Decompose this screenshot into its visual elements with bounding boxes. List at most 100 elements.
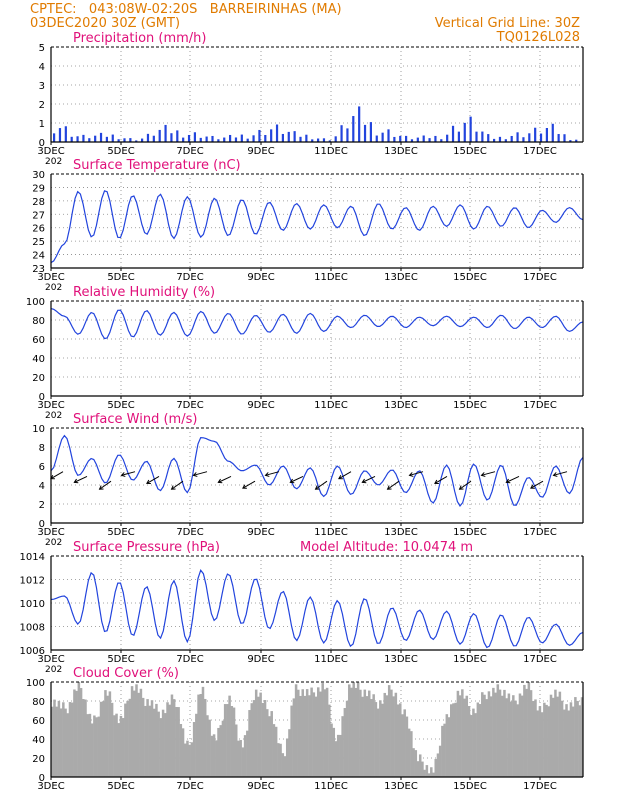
x-tick-label: 13DEC — [384, 272, 418, 283]
temp-line — [50, 190, 584, 264]
cloud-bar — [126, 700, 129, 777]
precip-bar — [199, 137, 202, 142]
precip-bar — [187, 134, 191, 142]
wind-arrow — [121, 471, 136, 476]
cloud-bar — [210, 735, 214, 777]
wind-arrow — [409, 471, 424, 476]
cloud-bar — [474, 713, 477, 777]
cloud-bar — [228, 695, 231, 777]
x-tick-label: 13DEC — [384, 527, 418, 538]
x-under-label: 202 — [45, 283, 62, 293]
precip-bar — [94, 135, 97, 142]
cloud-bar — [128, 698, 132, 777]
pressure-line — [50, 568, 584, 649]
cloud-bar — [308, 695, 311, 777]
precip-bar — [498, 136, 502, 142]
cloud-bar — [421, 761, 424, 777]
cloud-bar — [243, 735, 247, 777]
cloud-bar — [348, 684, 351, 777]
precip-bar — [70, 136, 73, 142]
cloud-bar — [51, 706, 54, 777]
y-tick-label: 28 — [32, 197, 45, 208]
cloud-bar — [197, 694, 200, 777]
precip-bar — [340, 125, 343, 142]
precip-bar — [363, 124, 367, 142]
cloud-bar — [95, 717, 98, 777]
y-tick-label: 8 — [39, 443, 45, 454]
cloud-bar — [416, 761, 420, 777]
cloud-bar — [310, 687, 313, 777]
cloud-bar — [113, 715, 116, 777]
cloud-bar — [520, 695, 524, 777]
cloud-bar — [458, 695, 462, 777]
wind-arrow — [193, 471, 208, 476]
precip-bar — [522, 137, 525, 142]
precip-bar — [334, 136, 337, 142]
precip-bar — [563, 134, 566, 142]
wind-arrow — [146, 476, 160, 484]
precip-bar — [381, 132, 384, 142]
cloud-bar — [292, 698, 296, 777]
y-tick-label: 0 — [39, 392, 45, 403]
precip-bar — [528, 133, 531, 142]
cloud-bar — [500, 695, 504, 777]
cloud-bar — [108, 691, 112, 777]
cloud-bar — [467, 706, 471, 777]
precip-bar — [64, 126, 67, 142]
precip-bar — [317, 138, 320, 142]
precip-bar — [416, 137, 419, 142]
precip-bar — [487, 134, 490, 142]
y-tick-label: 1006 — [20, 646, 45, 657]
cloud-bar — [285, 738, 289, 777]
y-tick-label: 40 — [32, 354, 45, 365]
precip-bar — [305, 134, 308, 142]
precip-bar — [545, 128, 548, 142]
cloud-bar — [188, 744, 191, 777]
cloud-bar — [472, 708, 475, 777]
wind-arrow-head — [170, 485, 176, 490]
x-tick-label: 9DEC — [247, 146, 274, 157]
cloud-bar — [450, 704, 453, 777]
x-tick-label: 13DEC — [384, 781, 418, 792]
cloud-bar — [454, 702, 457, 777]
cloud-bar — [57, 700, 61, 777]
wind-arrow-head — [386, 485, 392, 490]
cloud-bar — [529, 690, 533, 777]
cloud-bar — [53, 699, 56, 777]
cloud-bar — [70, 702, 74, 777]
x-under-label: 202 — [45, 538, 62, 548]
cloud-bar — [401, 714, 404, 777]
cloud-bar — [339, 734, 342, 777]
cloud-bar — [492, 687, 495, 777]
x-tick-label: 17DEC — [523, 781, 557, 792]
cloud-bar — [148, 705, 152, 777]
y-tick-label: 2 — [39, 500, 45, 511]
y-tick-label: 20 — [32, 373, 45, 384]
precip-bar — [328, 140, 331, 142]
precip-bar — [76, 136, 79, 142]
x-tick-label: 11DEC — [314, 146, 348, 157]
cloud-bar — [168, 704, 171, 777]
cloud-bar — [215, 740, 218, 777]
cloud-bar — [410, 731, 413, 777]
cloud-bar — [549, 694, 553, 777]
cloud-bar — [268, 716, 271, 777]
x-tick-label: 11DEC — [314, 400, 348, 411]
precip-bar — [399, 135, 402, 142]
cloud-bar — [137, 692, 140, 777]
x-tick-label: 15DEC — [453, 146, 487, 157]
cloud-bar — [441, 725, 444, 777]
precip-bar — [111, 134, 114, 142]
x-tick-label: 9DEC — [247, 781, 274, 792]
cloud-bar — [101, 701, 105, 777]
cloud-bar — [84, 699, 87, 777]
cloud-bar — [221, 720, 225, 777]
cloud-bar — [412, 748, 415, 777]
wind-arrow-head — [458, 485, 464, 490]
y-tick-label: 80 — [32, 697, 45, 708]
wind-arrow — [481, 471, 496, 476]
precip-bar — [422, 135, 425, 142]
header-line2-right: TQ0126L028 — [496, 30, 580, 45]
precip-bar — [146, 133, 150, 142]
precip-bar — [534, 127, 537, 142]
